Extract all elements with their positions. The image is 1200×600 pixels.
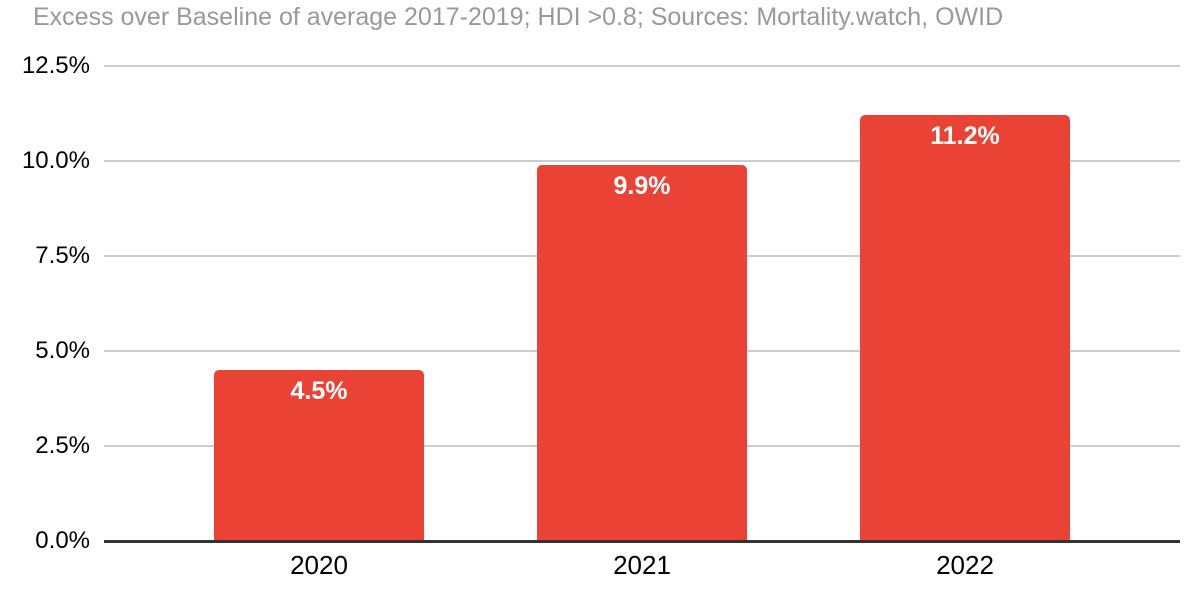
y-axis-tick-label: 5.0% bbox=[35, 337, 90, 364]
plot-area: 4.5% 2020 9.9% 2021 11.2% 2022 bbox=[104, 65, 1180, 580]
bar-2022[interactable]: 11.2% bbox=[860, 115, 1070, 541]
x-axis-tick-label: 2022 bbox=[936, 550, 994, 580]
x-axis-tick-label: 2021 bbox=[613, 550, 671, 580]
bar-2021[interactable]: 9.9% bbox=[537, 165, 747, 541]
y-axis-tick-label: 10.0% bbox=[21, 147, 90, 174]
x-axis-line bbox=[104, 540, 1180, 543]
bar-2020[interactable]: 4.5% bbox=[214, 370, 424, 541]
y-axis-tick-label: 2.5% bbox=[35, 432, 90, 459]
y-axis-tick-label: 0.0% bbox=[35, 527, 90, 554]
bar-value-label: 11.2% bbox=[930, 122, 1000, 150]
y-axis-tick-label: 7.5% bbox=[35, 242, 90, 269]
y-axis-tick-label: 12.5% bbox=[21, 52, 90, 79]
gridline bbox=[104, 65, 1180, 67]
gridline bbox=[104, 160, 1180, 162]
x-axis-tick-label: 2020 bbox=[290, 550, 348, 580]
chart-title: Excess over Baseline of average 2017-201… bbox=[33, 3, 1004, 31]
bar-value-label: 4.5% bbox=[290, 377, 348, 405]
bar-value-label: 9.9% bbox=[613, 172, 671, 200]
